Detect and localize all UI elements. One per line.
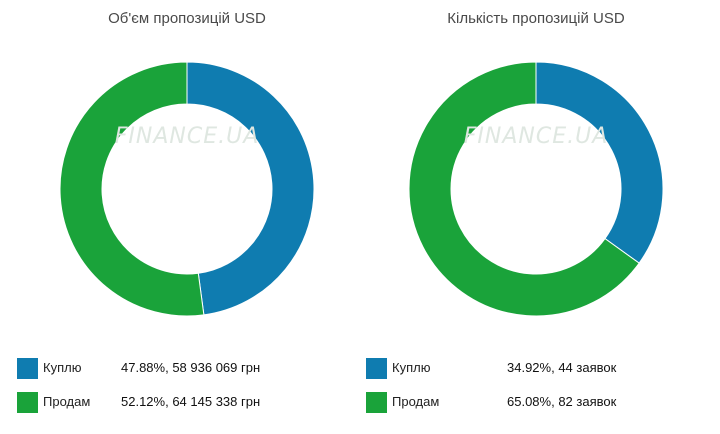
legend-value: 65.08%, 82 заявок xyxy=(507,394,617,409)
count-chart-panel: Кількість пропозицій USD FINANCE.UA Купл… xyxy=(366,0,706,434)
volume-donut-chart xyxy=(17,54,357,324)
donut-slice-buy[interactable] xyxy=(535,61,664,264)
volume-donut-svg xyxy=(59,61,315,317)
watermark-logo: FINANCE.UA xyxy=(463,124,609,149)
legend-value: 47.88%, 58 936 069 грн xyxy=(121,360,261,375)
volume-chart-panel: Об'єм пропозицій USD FINANCE.UA Куплю 47… xyxy=(17,0,357,434)
legend-label: Куплю xyxy=(43,360,82,375)
legend-item-sell[interactable]: Продам 65.08%, 82 заявок xyxy=(366,392,706,413)
donut-slice-sell[interactable] xyxy=(408,61,640,317)
legend-value: 52.12%, 64 145 338 грн xyxy=(121,394,261,409)
chart-title: Об'єм пропозицій USD xyxy=(108,10,266,27)
chart-title: Кількість пропозицій USD xyxy=(447,10,625,27)
legend-label: Куплю xyxy=(392,360,431,375)
legend-label: Продам xyxy=(392,394,440,409)
legend-item-buy[interactable]: Куплю 47.88%, 58 936 069 грн xyxy=(17,358,357,379)
donut-slice-sell[interactable] xyxy=(59,61,205,317)
legend-value: 34.92%, 44 заявок xyxy=(507,360,617,375)
legend-swatch-buy xyxy=(17,358,38,379)
legend-item-sell[interactable]: Продам 52.12%, 64 145 338 грн xyxy=(17,392,357,413)
legend-swatch-sell xyxy=(366,392,387,413)
donut-slice-buy[interactable] xyxy=(186,61,315,316)
legend-label: Продам xyxy=(43,394,91,409)
legend-item-buy[interactable]: Куплю 34.92%, 44 заявок xyxy=(366,358,706,379)
watermark-logo: FINANCE.UA xyxy=(114,124,260,149)
count-donut-svg xyxy=(408,61,664,317)
count-donut-chart xyxy=(366,54,706,324)
legend-swatch-buy xyxy=(366,358,387,379)
legend-swatch-sell xyxy=(17,392,38,413)
